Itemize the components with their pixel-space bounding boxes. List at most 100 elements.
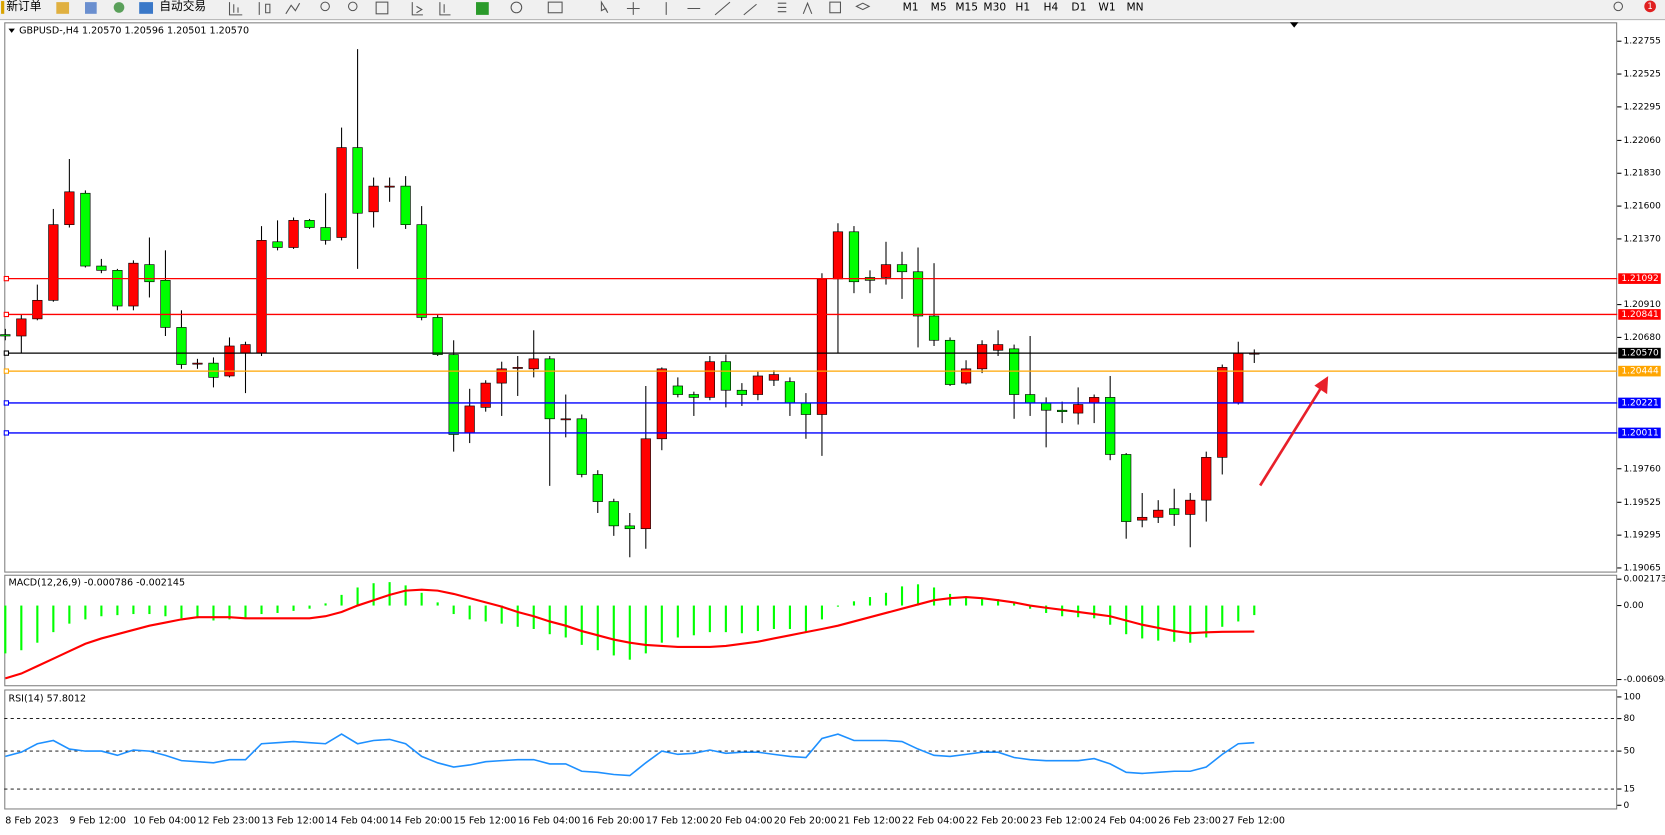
candle-body bbox=[1121, 454, 1132, 522]
y-tick-label: -0.006094 bbox=[1624, 675, 1665, 685]
toolbar-icons bbox=[228, 0, 1624, 16]
candle-body bbox=[672, 385, 683, 395]
timeframe-button[interactable]: H1 bbox=[1015, 0, 1030, 13]
icon[interactable] bbox=[600, 0, 609, 14]
candle-body bbox=[1233, 352, 1244, 404]
candle-body bbox=[176, 327, 187, 365]
icon[interactable] bbox=[476, 2, 489, 15]
icon[interactable] bbox=[802, 1, 813, 15]
level-label: 1.20841 bbox=[1621, 310, 1658, 320]
icon[interactable] bbox=[285, 2, 301, 15]
signal-line bbox=[5, 588, 1255, 680]
icon[interactable] bbox=[85, 2, 97, 14]
candle-body bbox=[128, 262, 139, 307]
candle-body bbox=[1201, 457, 1212, 501]
timeframe-button[interactable]: M1 bbox=[903, 0, 919, 13]
candle-body bbox=[16, 318, 27, 337]
icon[interactable] bbox=[777, 2, 787, 13]
timeframe-button[interactable]: D1 bbox=[1071, 0, 1086, 13]
toolbar-button[interactable]: 自动交易 bbox=[159, 0, 206, 13]
level-label: 1.20221 bbox=[1621, 398, 1658, 408]
candle-body bbox=[528, 358, 539, 370]
candle-body bbox=[480, 382, 491, 408]
candle-body bbox=[512, 367, 523, 369]
candle-body bbox=[976, 344, 988, 370]
candle-body bbox=[1153, 509, 1164, 518]
timeframe-button[interactable]: M15 bbox=[955, 0, 978, 13]
timeframe-button[interactable]: MN bbox=[1126, 0, 1143, 13]
candle-body bbox=[880, 264, 892, 278]
candle-body bbox=[832, 231, 844, 280]
icon[interactable] bbox=[347, 1, 358, 12]
candle-body bbox=[720, 361, 731, 391]
icon[interactable] bbox=[547, 1, 563, 14]
plot: 1.22755 1.22525 1.22295 1.22060 1.21830 1.216… bbox=[0, 37, 1665, 827]
x-tick-label: 14 Feb 20:00 bbox=[390, 816, 453, 827]
x-tick-label: 22 Feb 04:00 bbox=[902, 816, 965, 827]
candle-body bbox=[496, 368, 507, 384]
x-tick-label: 13 Feb 12:00 bbox=[262, 816, 325, 827]
x-tick-label: 24 Feb 04:00 bbox=[1094, 816, 1157, 827]
candle-body bbox=[208, 362, 219, 378]
timeframe-button[interactable]: H4 bbox=[1043, 0, 1058, 13]
y-tick-label: 1.19065 bbox=[1624, 563, 1661, 573]
icon[interactable] bbox=[855, 2, 871, 11]
y-tick-label: 50 bbox=[1624, 747, 1636, 757]
level-handle bbox=[3, 400, 10, 406]
candle-body bbox=[1025, 394, 1036, 404]
icon[interactable] bbox=[139, 2, 154, 14]
candle-body bbox=[1169, 508, 1180, 515]
timeframe-button[interactable]: M30 bbox=[983, 0, 1006, 13]
timeframe-button[interactable]: W1 bbox=[1098, 0, 1115, 13]
icon[interactable] bbox=[113, 2, 125, 13]
icon bbox=[1, 1, 5, 14]
level-label: 1.21092 bbox=[1621, 274, 1658, 284]
icon[interactable] bbox=[829, 1, 842, 14]
icon[interactable] bbox=[320, 1, 330, 12]
y-tick-label: 1.19525 bbox=[1624, 498, 1661, 508]
candle-body bbox=[1057, 409, 1068, 412]
x-tick-label: 15 Feb 12:00 bbox=[454, 816, 517, 827]
candle-body bbox=[1105, 397, 1116, 455]
candle-body bbox=[576, 418, 587, 475]
candle-body bbox=[816, 278, 828, 415]
x-tick-label: 20 Feb 20:00 bbox=[774, 816, 837, 827]
candle-body bbox=[144, 264, 155, 283]
icon[interactable] bbox=[375, 1, 389, 15]
level-handle bbox=[3, 368, 10, 374]
icon[interactable] bbox=[56, 2, 70, 14]
icon[interactable] bbox=[626, 2, 640, 15]
chart-title: GBPUSD-,H4 1.20570 1.20596 1.20501 1.205… bbox=[19, 25, 249, 36]
candle-body bbox=[992, 344, 1004, 351]
level-handle bbox=[3, 430, 10, 436]
candle-body bbox=[192, 362, 203, 365]
icon[interactable] bbox=[665, 1, 757, 16]
shift-marker bbox=[1289, 22, 1299, 28]
candle-body bbox=[448, 354, 459, 435]
candle-body bbox=[608, 501, 619, 527]
y-tick-label: 0.00 bbox=[1624, 601, 1644, 611]
icon[interactable] bbox=[1613, 1, 1624, 12]
candle-body bbox=[320, 227, 331, 241]
candle-body bbox=[432, 317, 443, 355]
badge[interactable] bbox=[1644, 0, 1656, 13]
candle-body bbox=[112, 270, 123, 307]
icon[interactable] bbox=[228, 2, 243, 16]
y-tick-label: 1.21830 bbox=[1624, 169, 1662, 179]
candle-body bbox=[896, 264, 908, 273]
toolbar-button[interactable]: 新订单 bbox=[6, 0, 41, 13]
candle-body bbox=[1089, 397, 1100, 404]
icon[interactable] bbox=[258, 2, 271, 15]
candle-body bbox=[800, 402, 812, 415]
icon[interactable] bbox=[439, 2, 451, 16]
candle-body bbox=[944, 339, 956, 385]
candle-body bbox=[688, 394, 699, 398]
level-tag bbox=[1618, 365, 1661, 377]
title-marker bbox=[8, 28, 15, 33]
icon[interactable] bbox=[510, 1, 523, 14]
indicator-title: MACD(12,26,9) -0.000786 -0.002145 bbox=[9, 578, 186, 589]
candle-body bbox=[0, 334, 11, 337]
icon[interactable] bbox=[411, 2, 423, 16]
timeframe-button[interactable]: M5 bbox=[931, 0, 947, 13]
